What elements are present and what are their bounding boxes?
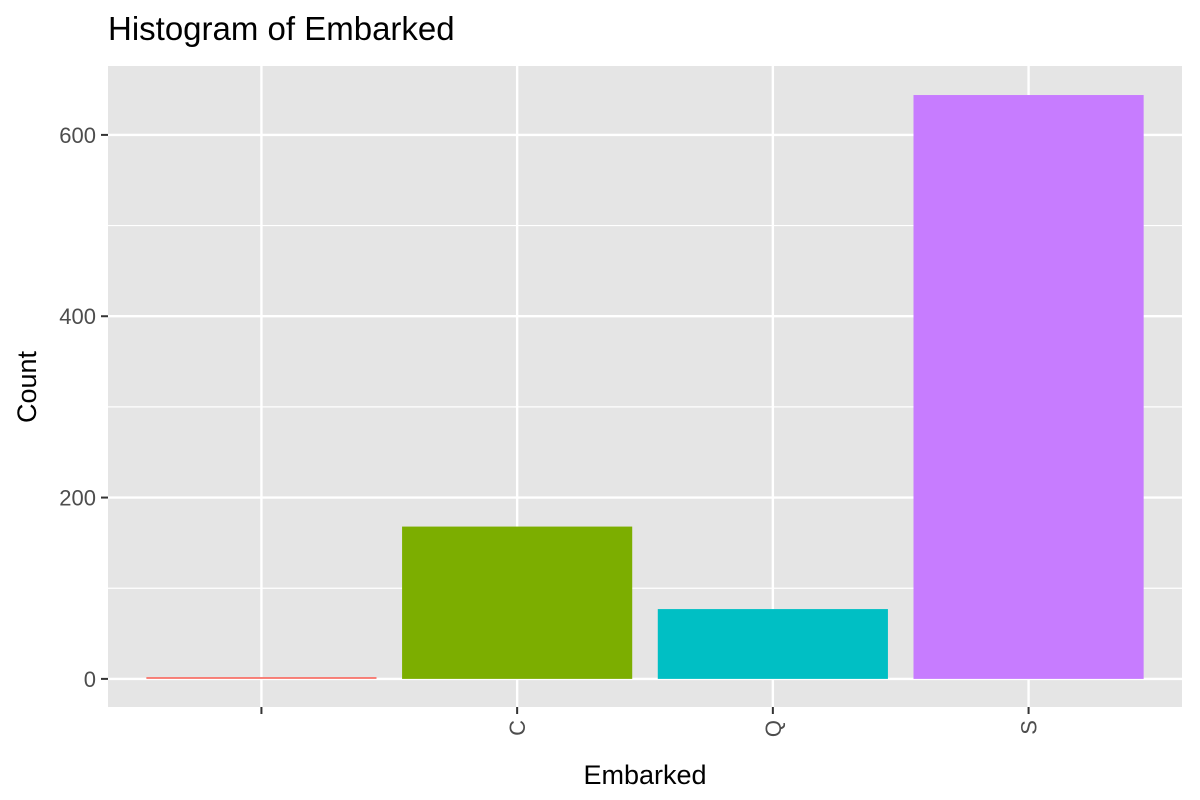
x-axis-title: Embarked: [583, 760, 706, 790]
bar-S: [913, 95, 1144, 679]
x-tick-label: C: [505, 720, 530, 736]
bar-C: [402, 526, 633, 679]
bar-blank: [146, 677, 377, 679]
y-tick-label: 400: [59, 304, 96, 329]
y-axis: 0 200 400 600: [59, 123, 108, 692]
bars: [146, 95, 1144, 679]
x-tick-label: S: [1017, 720, 1042, 735]
y-tick-label: 0: [84, 667, 96, 692]
y-axis-title: Count: [12, 350, 42, 423]
y-tick-label: 200: [59, 486, 96, 511]
x-tick-label: Q: [761, 720, 786, 737]
chart-title: Histogram of Embarked: [108, 10, 455, 47]
bar-Q: [657, 609, 888, 679]
y-tick-label: 600: [59, 123, 96, 148]
